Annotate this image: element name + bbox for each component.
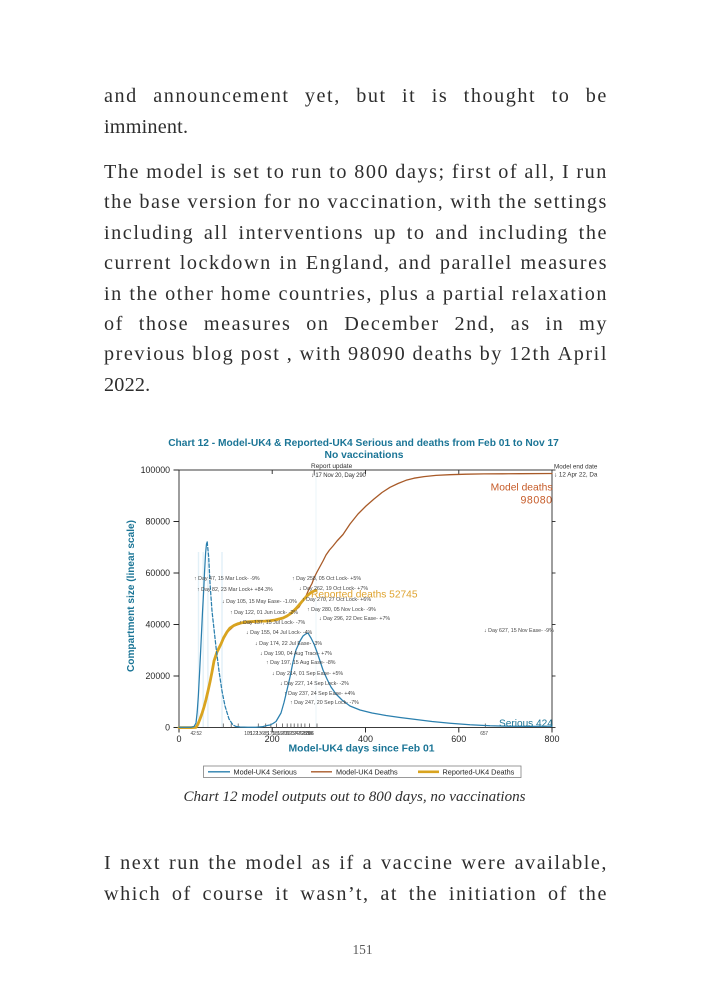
svg-text:↓ Day 214, 01 Sep Ease- +5%: ↓ Day 214, 01 Sep Ease- +5% — [272, 671, 343, 677]
svg-text:209: 209 — [281, 731, 289, 737]
svg-text:0: 0 — [176, 734, 181, 744]
svg-text:↑ Day 280, 05 Nov Lock- -9%: ↑ Day 280, 05 Nov Lock- -9% — [307, 607, 376, 613]
svg-text:↓ Day 190, 04 Aug Trace- +7%: ↓ Day 190, 04 Aug Trace- +7% — [260, 651, 332, 657]
svg-text:↓ Day 105, 15 May Ease- -1.0%: ↓ Day 105, 15 May Ease- -1.0% — [222, 599, 297, 605]
svg-text:185: 185 — [272, 731, 280, 737]
svg-text:Model-UK4 Serious: Model-UK4 Serious — [234, 767, 298, 776]
svg-text:280: 280 — [301, 731, 309, 737]
svg-text:60000: 60000 — [146, 568, 171, 578]
svg-text:40000: 40000 — [146, 620, 171, 630]
svg-text:197: 197 — [277, 731, 285, 737]
svg-text:800: 800 — [544, 734, 559, 744]
svg-text:0: 0 — [165, 723, 170, 733]
svg-text:Reported-UK4 Deaths: Reported-UK4 Deaths — [443, 767, 515, 776]
svg-text:Serious 424: Serious 424 — [499, 719, 553, 730]
svg-text:262: 262 — [297, 731, 305, 737]
svg-text:85: 85 — [264, 731, 269, 737]
svg-text:↑ Day 47, 15 Mar Lock- -9%: ↑ Day 47, 15 Mar Lock- -9% — [194, 576, 260, 582]
svg-text:↓ Day 174, 22 Jul Ease- -3%: ↓ Day 174, 22 Jul Ease- -3% — [255, 641, 322, 647]
svg-text:↑ Day 270, 27 Oct Lock- +6%: ↑ Day 270, 27 Oct Lock- +6% — [302, 597, 371, 603]
svg-text:290: 290 — [305, 731, 313, 737]
svg-text:↓ Day 627, 15 Nov Ease- -9%: ↓ Day 627, 15 Nov Ease- -9% — [484, 628, 554, 634]
svg-text:No vaccinations: No vaccinations — [325, 450, 404, 461]
svg-text:Report update: Report update — [311, 463, 353, 470]
svg-text:173: 173 — [267, 731, 275, 737]
svg-text:Chart 12 - Model-UK4 & Reporte: Chart 12 - Model-UK4 & Reported-UK4 Seri… — [168, 438, 559, 449]
svg-text:↑ Day 237, 24 Sep Ease- +4%: ↑ Day 237, 24 Sep Ease- +4% — [284, 691, 355, 697]
svg-text:227: 227 — [285, 731, 293, 737]
svg-text:↑ Day 122, 01 Jun Lock- -2%: ↑ Day 122, 01 Jun Lock- -2% — [230, 610, 298, 616]
svg-text:306: 306 — [306, 731, 314, 737]
svg-text:↓ 12 Apr 22, Da: ↓ 12 Apr 22, Da — [554, 472, 598, 479]
svg-text:↑ Day 258, 05 Oct Lock- +5%: ↑ Day 258, 05 Oct Lock- +5% — [292, 576, 361, 582]
svg-text:↓ Day 155, 04 Jul Lock- -4%: ↓ Day 155, 04 Jul Lock- -4% — [246, 630, 313, 636]
svg-text:Compartment size (linear scale: Compartment size (linear scale) — [126, 520, 137, 672]
svg-text:80000: 80000 — [146, 517, 171, 527]
svg-text:↓ Day 227, 14 Sep Lock- -2%: ↓ Day 227, 14 Sep Lock- -2% — [280, 681, 349, 687]
svg-text:400: 400 — [358, 734, 373, 744]
svg-text:600: 600 — [451, 734, 466, 744]
svg-text:105: 105 — [244, 731, 252, 737]
svg-text:657: 657 — [480, 731, 488, 737]
svg-text:100000: 100000 — [141, 465, 170, 475]
svg-text:Model-UK4 days since Feb 01: Model-UK4 days since Feb 01 — [288, 743, 434, 754]
svg-text:Model end date: Model end date — [554, 463, 598, 470]
svg-text:↑ Day 82, 23 Mar Lock+ +84.3%: ↑ Day 82, 23 Mar Lock+ +84.3% — [197, 587, 273, 593]
svg-text:↓ Day 296, 22 Dec Ease- +7%: ↓ Day 296, 22 Dec Ease- +7% — [319, 616, 390, 622]
svg-text:Model-UK4 Deaths: Model-UK4 Deaths — [336, 767, 398, 776]
svg-text:42: 42 — [191, 731, 196, 737]
svg-text:52: 52 — [197, 731, 202, 737]
svg-text:↑ Day 247, 20 Sep Lock- -7%: ↑ Day 247, 20 Sep Lock- -7% — [290, 700, 359, 706]
svg-text:↑ Day 197, 15 Aug Ease- -8%: ↑ Day 197, 15 Aug Ease- -8% — [266, 660, 336, 666]
svg-text:Model deaths: Model deaths — [491, 483, 553, 494]
svg-text:↓ Day 262, 19 Oct Lock- +7%: ↓ Day 262, 19 Oct Lock- +7% — [299, 586, 368, 592]
svg-text:98080: 98080 — [521, 495, 553, 507]
svg-text:↑ Day 137, 15 Jul Lock- -7%: ↑ Day 137, 15 Jul Lock- -7% — [239, 620, 306, 626]
svg-text:247: 247 — [293, 731, 301, 737]
svg-text:↓ 17 Nov 20, Day 290: ↓ 17 Nov 20, Day 290 — [311, 473, 367, 479]
svg-text:122: 122 — [250, 731, 258, 737]
svg-text:237: 237 — [289, 731, 297, 737]
svg-text:136: 136 — [256, 731, 264, 737]
svg-text:20000: 20000 — [146, 671, 171, 681]
svg-text:Reported deaths 52745: Reported deaths 52745 — [311, 590, 418, 601]
svg-text:200: 200 — [265, 734, 280, 744]
